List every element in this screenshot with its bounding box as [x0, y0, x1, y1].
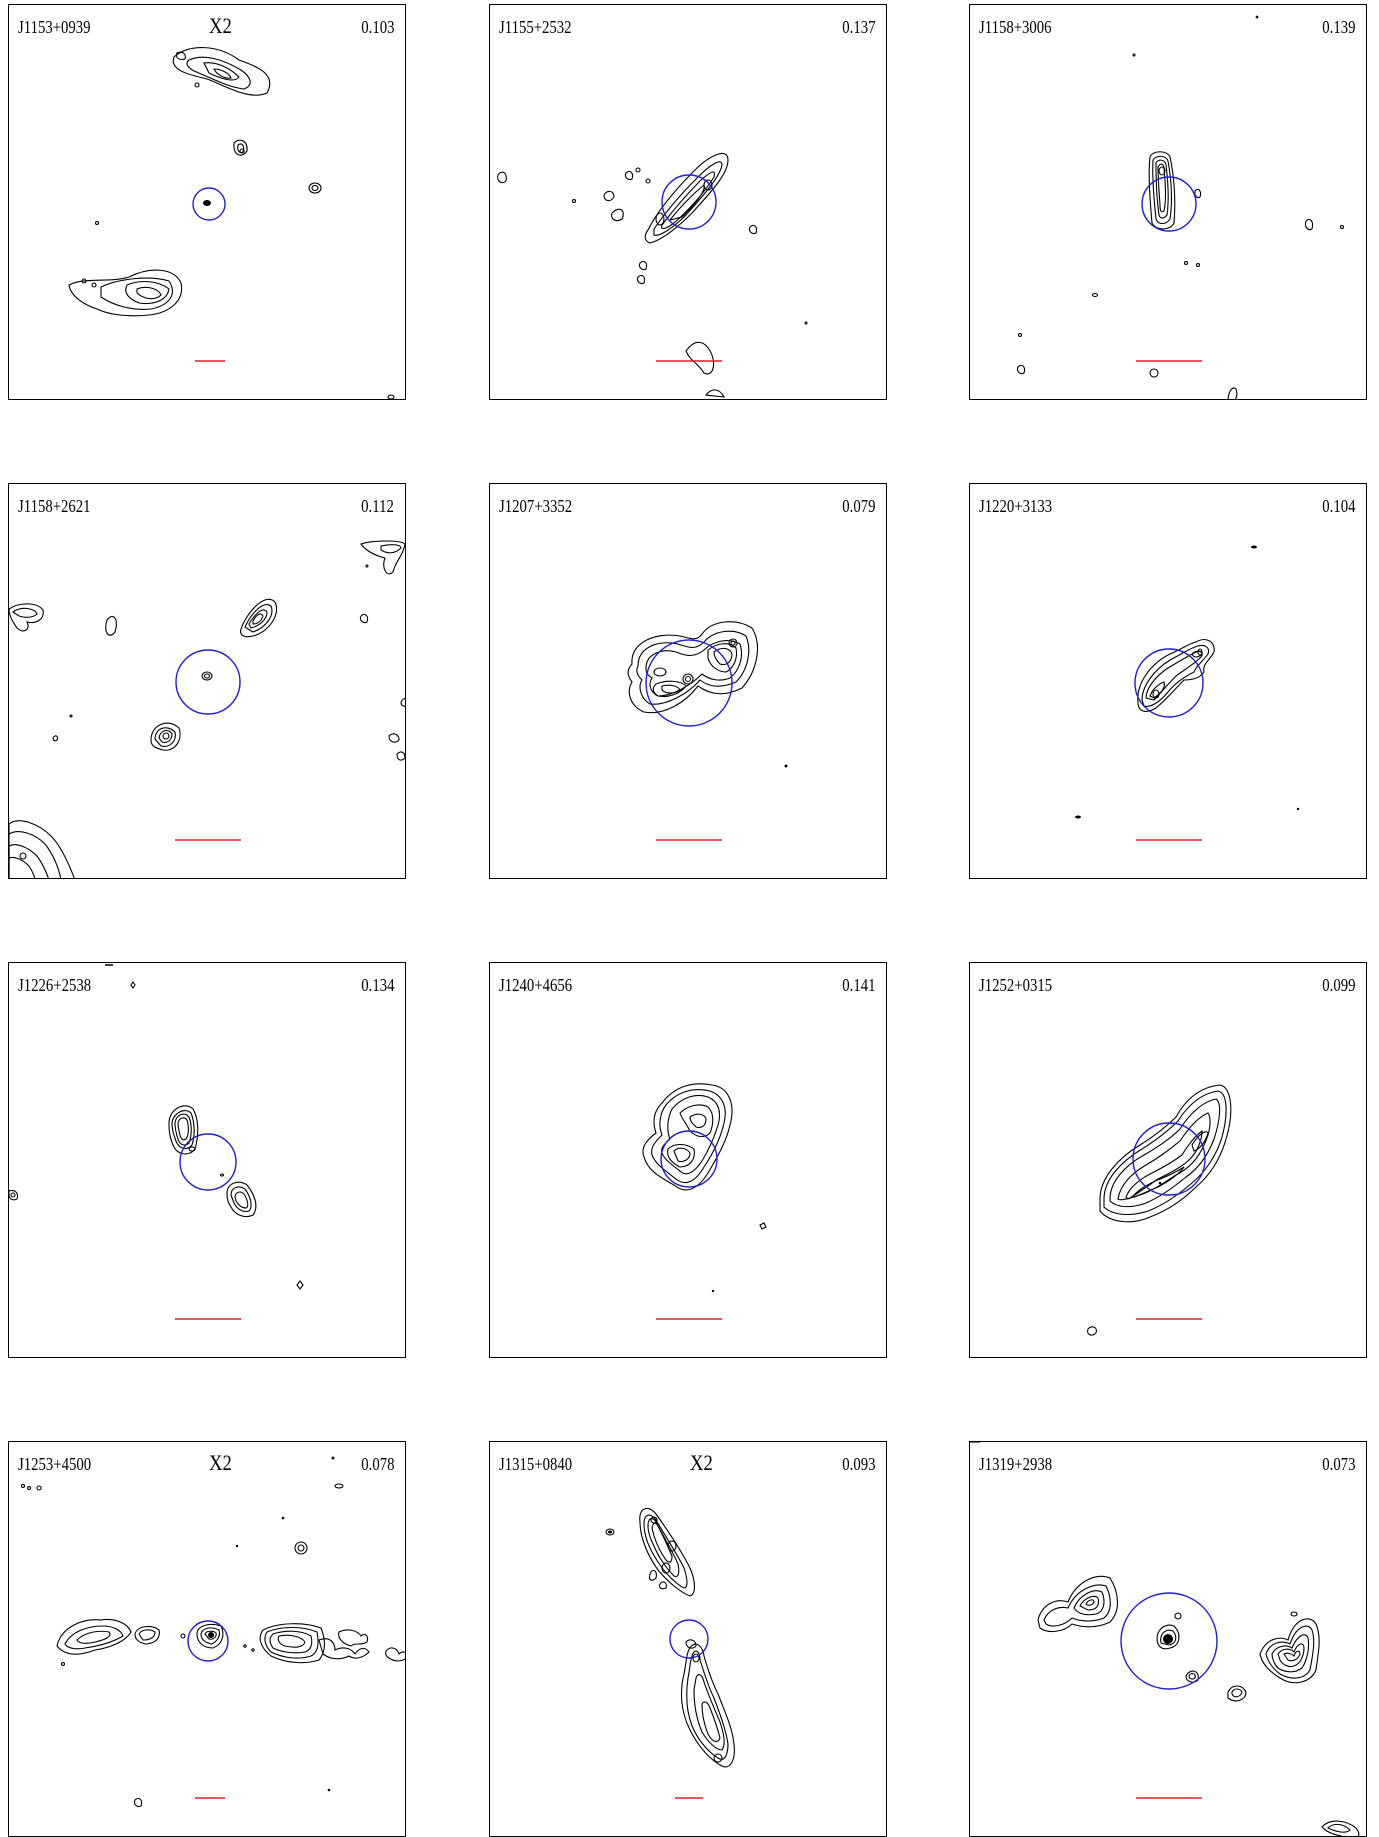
- radio-contours: [1087, 1084, 1232, 1336]
- panel-j1220-3133: J1220+3133 0.104: [969, 483, 1367, 879]
- contour-map: [9, 540, 405, 878]
- beam-circle: [1134, 648, 1204, 718]
- panel-j1240-4656: J1240+4656 0.141: [489, 962, 887, 1358]
- beam-circle: [175, 649, 241, 715]
- redshift-label: 0.103: [360, 17, 394, 37]
- panel-j1158-2621: J1158+2621 0.112: [8, 483, 406, 879]
- source-name: J1153+0939: [18, 17, 91, 37]
- panel-tag: X2: [209, 1450, 232, 1475]
- source-name: J1207+3352: [499, 496, 573, 516]
- redshift-label: 0.134: [360, 975, 394, 995]
- contour-map: [627, 621, 788, 841]
- source-name: J1319+2938: [979, 1454, 1053, 1474]
- radio-contours: [9, 964, 304, 1290]
- radio-contours: [605, 1507, 735, 1768]
- beam-circle: [1141, 176, 1197, 232]
- beam-circle: [1120, 1592, 1218, 1690]
- redshift-label: 0.078: [360, 1454, 394, 1474]
- source-name: J1226+2538: [18, 975, 92, 995]
- redshift-label: 0.079: [841, 496, 875, 516]
- beam-circle: [179, 1133, 237, 1191]
- source-name: J1155+2532: [499, 17, 572, 37]
- radio-contours: [20, 1456, 405, 1808]
- contour-map: [1016, 15, 1345, 399]
- beam-circle: [645, 639, 733, 727]
- panel-j1155-2532: J1155+2532 0.137: [489, 4, 887, 400]
- redshift-label: 0.099: [1321, 975, 1355, 995]
- radio-contours: [68, 47, 395, 399]
- radio-contours: [9, 540, 405, 878]
- source-name: J1158+2621: [18, 496, 91, 516]
- beam-circle: [669, 1619, 709, 1659]
- panel-j1252-0315: J1252+0315 0.099: [969, 962, 1367, 1358]
- beam-circle: [192, 187, 226, 221]
- redshift-label: 0.073: [1321, 1454, 1355, 1474]
- source-name: J1253+4500: [18, 1454, 92, 1474]
- panel-tag: X2: [209, 13, 232, 38]
- contour-map: [605, 1507, 735, 1799]
- redshift-label: 0.112: [361, 496, 394, 516]
- panel-j1226-2538: J1226+2538 0.134: [8, 962, 406, 1358]
- source-name: J1252+0315: [979, 975, 1053, 995]
- radio-contours: [627, 621, 788, 768]
- contour-map: [970, 1442, 1360, 1836]
- source-name: J1158+3006: [979, 17, 1052, 37]
- beam-circle: [1132, 1122, 1206, 1196]
- beam-circle: [660, 1130, 718, 1188]
- panel-j1207-3352: J1207+3352 0.079: [489, 483, 887, 879]
- redshift-label: 0.141: [841, 975, 875, 995]
- contour-map: [20, 1456, 405, 1808]
- radio-contours: [642, 1083, 767, 1293]
- contour-map: [1075, 545, 1300, 841]
- source-name: J1220+3133: [979, 496, 1053, 516]
- beam-circle: [187, 1620, 229, 1662]
- panel-j1315-0840: J1315+0840 X2 0.093: [489, 1441, 887, 1837]
- contour-map: [9, 964, 304, 1320]
- panel-j1158-3006: J1158+3006 0.139: [969, 4, 1367, 400]
- contour-map: [497, 152, 808, 398]
- source-name: J1315+0840: [499, 1454, 573, 1474]
- radio-contours: [970, 1442, 1360, 1836]
- radio-contours: [1075, 545, 1300, 819]
- panel-j1153-0939: J1153+0939 X2 0.103: [8, 4, 406, 400]
- panel-tag: X2: [690, 1450, 713, 1475]
- contour-map: [1087, 1084, 1232, 1336]
- contour-map: [642, 1083, 767, 1320]
- panel-j1253-4500: J1253+4500 X2 0.078: [8, 1441, 406, 1837]
- contour-map: [68, 47, 395, 399]
- radio-contours: [1016, 15, 1345, 399]
- redshift-label: 0.139: [1321, 17, 1355, 37]
- redshift-label: 0.093: [841, 1454, 875, 1474]
- radio-contours: [497, 152, 808, 398]
- redshift-label: 0.137: [841, 17, 875, 37]
- source-name: J1240+4656: [499, 975, 573, 995]
- redshift-label: 0.104: [1321, 496, 1355, 516]
- panel-j1319-2938: J1319+2938 0.073: [969, 1441, 1367, 1837]
- beam-circle: [661, 174, 717, 230]
